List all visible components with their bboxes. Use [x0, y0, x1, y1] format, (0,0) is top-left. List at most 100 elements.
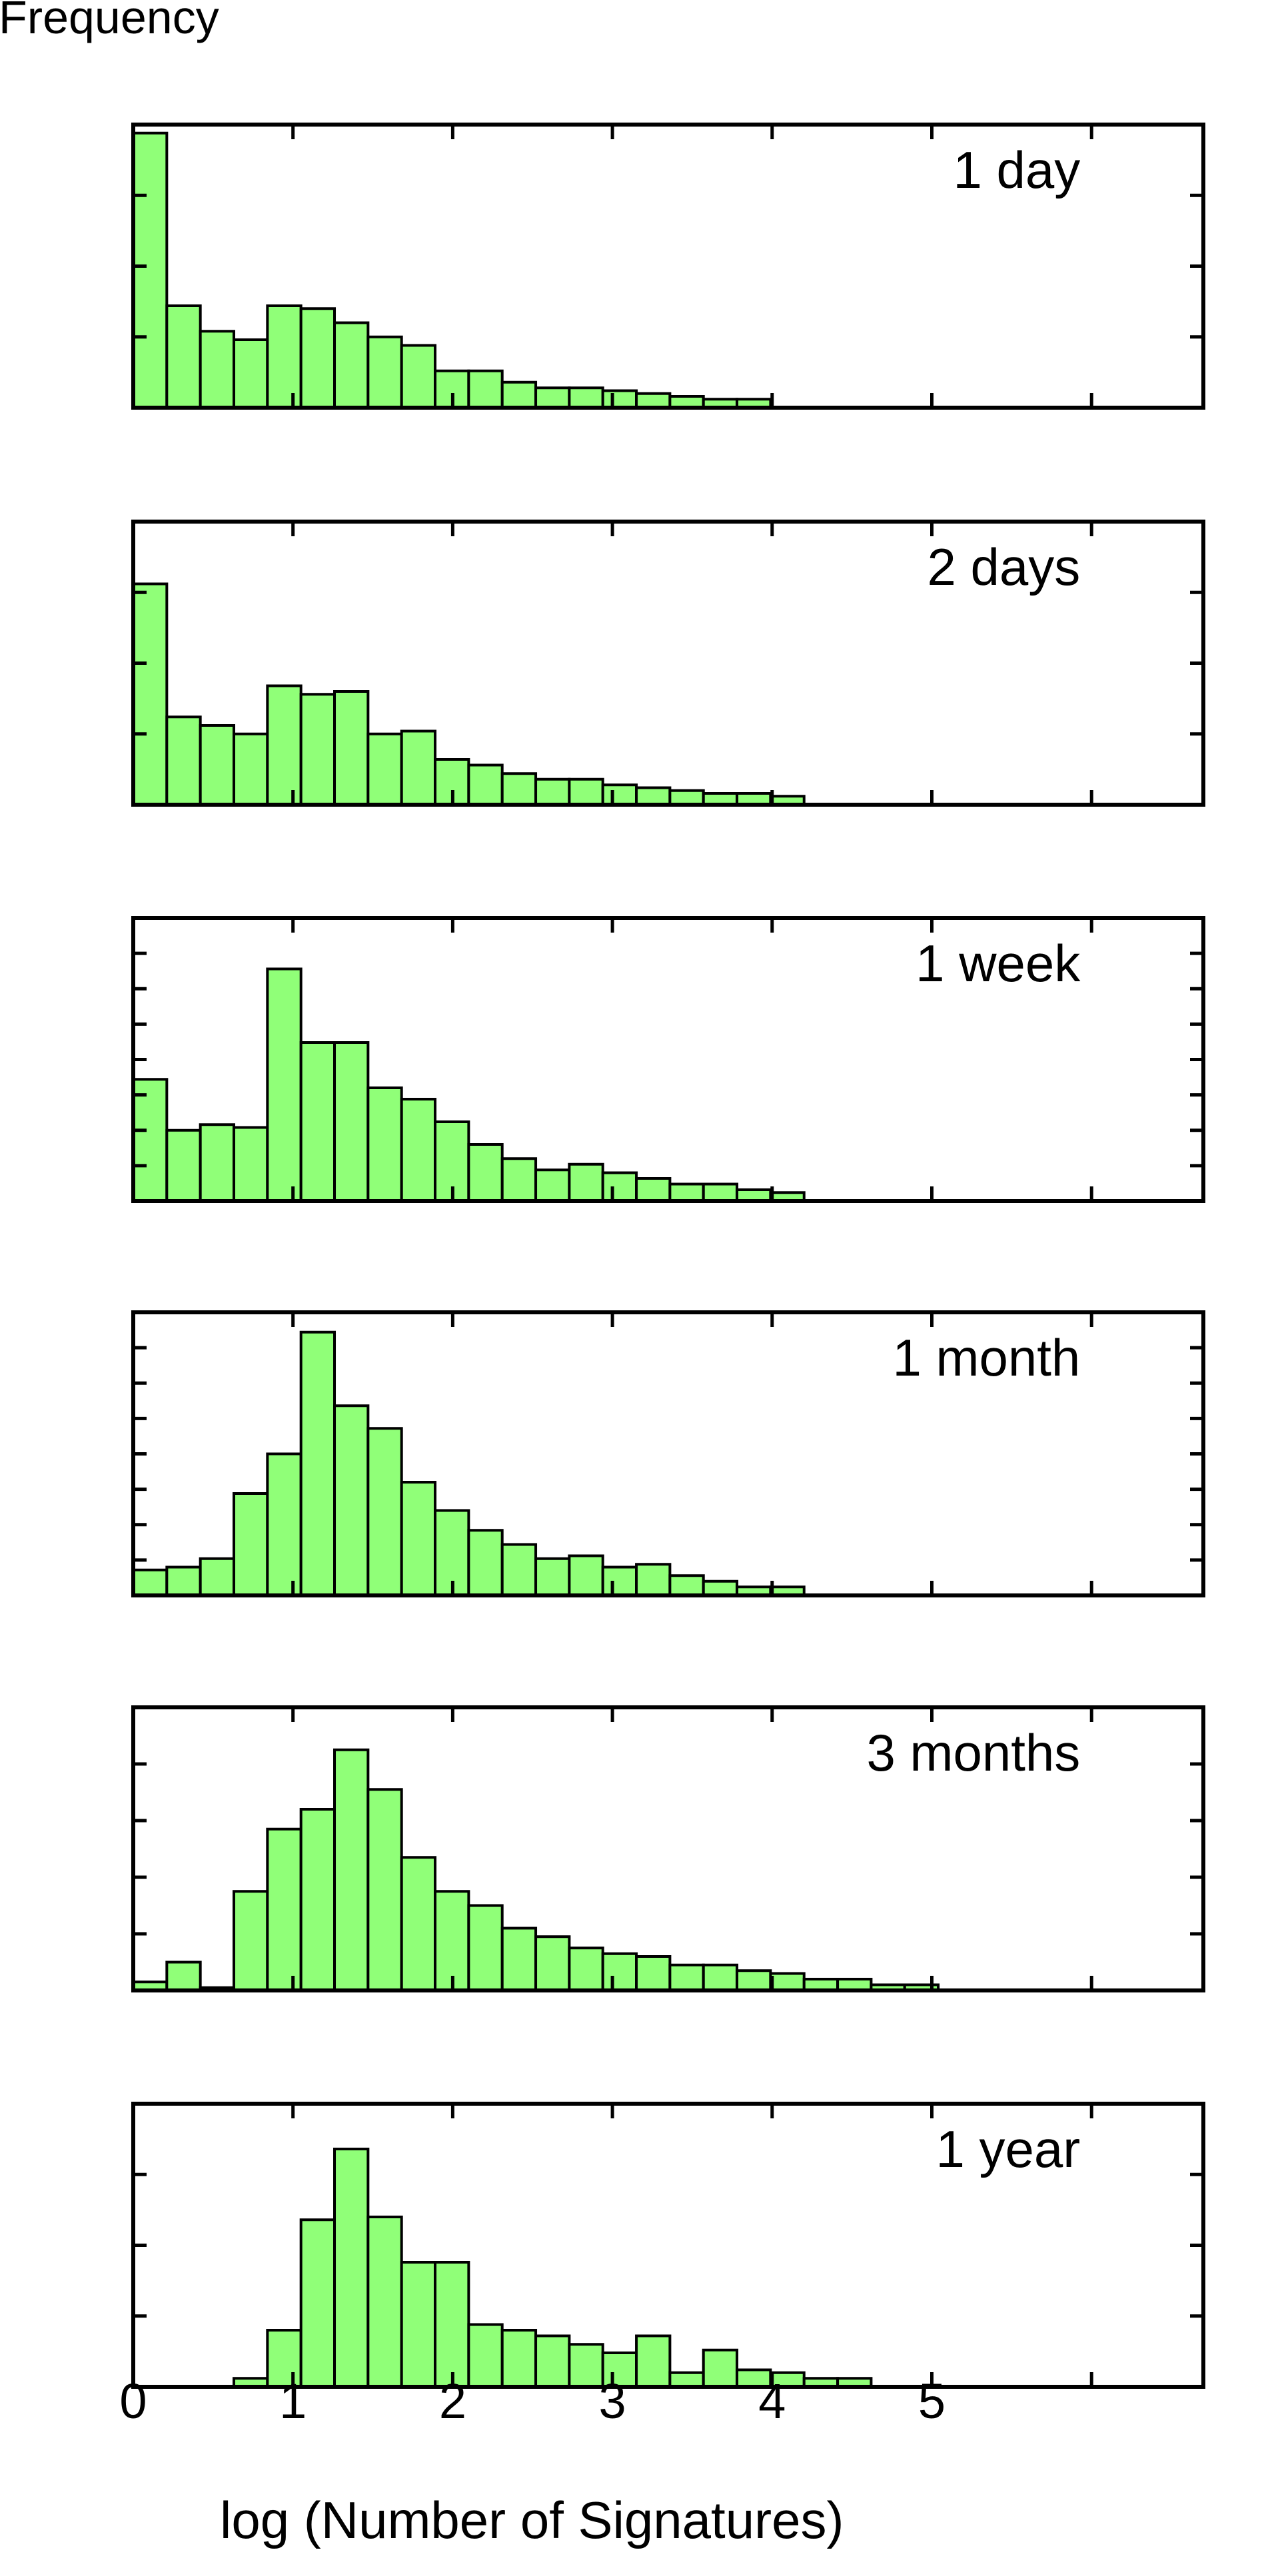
- histogram-bar: [601, 1565, 638, 1597]
- histogram-panel: 1 week: [131, 916, 1205, 1203]
- panel-label: 1 month: [892, 1328, 1080, 1387]
- histogram-bar: [702, 1963, 739, 1992]
- histogram-bar: [266, 304, 303, 409]
- histogram-bar: [601, 783, 638, 806]
- histogram-panel: 1 month: [131, 1310, 1205, 1597]
- histogram-bar: [500, 1543, 538, 1597]
- histogram-bar: [165, 715, 202, 806]
- histogram-bar: [434, 2261, 470, 2388]
- histogram-bar: [132, 1078, 169, 1202]
- y-axis-label: Frequency: [0, 0, 219, 43]
- histogram-bar: [366, 2216, 403, 2388]
- histogram-bar: [333, 1041, 370, 1202]
- histogram-bar: [467, 1529, 504, 1597]
- histogram-bar: [233, 1890, 269, 1992]
- histogram-bar: [400, 729, 437, 806]
- x-tick-label: 1: [279, 2373, 307, 2429]
- x-tick-label: 5: [918, 2373, 946, 2429]
- histogram-bar: [299, 2218, 336, 2388]
- histogram-bar: [333, 321, 370, 409]
- histogram-bar: [601, 1952, 638, 1992]
- histogram-bar: [299, 1041, 336, 1202]
- panel-frame: [131, 123, 1205, 410]
- histogram-bar: [568, 1946, 604, 1992]
- histogram-bar: [668, 1182, 705, 1202]
- histogram-bar: [500, 2329, 538, 2388]
- histogram-bar: [233, 732, 269, 806]
- x-tick-labels: 0 1 2 3 4 5: [119, 2373, 946, 2429]
- panel-frame: [131, 916, 1205, 1203]
- histogram-bar: [266, 1452, 303, 1597]
- histogram-bar: [668, 1963, 705, 1992]
- histogram-bar: [601, 389, 638, 409]
- histogram-bar: [165, 304, 202, 409]
- histogram-bar: [668, 1574, 705, 1597]
- histogram-bar: [165, 1960, 202, 1992]
- histogram-bar: [467, 1143, 504, 1202]
- panel-frame: [131, 520, 1205, 807]
- histogram-bar: [500, 772, 538, 806]
- histogram-bar: [534, 2334, 571, 2388]
- histogram-panel: 3 months: [131, 1705, 1205, 1992]
- x-axis-label: log (Number of Signatures): [220, 2491, 844, 2549]
- x-tick-label: 0: [119, 2373, 147, 2429]
- histogram-bar: [400, 2261, 437, 2388]
- histogram-bar: [299, 1330, 336, 1597]
- histogram-bar: [434, 1890, 470, 1992]
- histogram-bar: [199, 1557, 236, 1597]
- histogram-bar: [299, 693, 336, 806]
- histogram-bar: [668, 789, 705, 806]
- histogram-bar: [266, 967, 303, 1202]
- histogram-bar: [467, 2323, 504, 2388]
- histogram-bar: [400, 1481, 437, 1597]
- panel-frame: [131, 2102, 1205, 2389]
- histogram-bar: [199, 330, 236, 409]
- x-tick-label: 2: [439, 2373, 466, 2429]
- histogram-bar: [601, 1171, 638, 1202]
- histogram-bar: [534, 386, 571, 409]
- histogram-bar: [233, 1126, 269, 1202]
- panel-label: 1 week: [916, 934, 1081, 993]
- histogram-bar: [199, 724, 236, 806]
- histogram-bar: [635, 1177, 672, 1202]
- panel-frame: [131, 1310, 1205, 1597]
- histogram-bar: [333, 2148, 370, 2388]
- histogram-bar: [366, 732, 403, 806]
- x-tick-label: 3: [599, 2373, 626, 2429]
- histogram-bar: [635, 786, 672, 806]
- histogram-bar: [702, 1579, 739, 1597]
- histogram-bar: [165, 1128, 202, 1202]
- histogram-bar: [568, 2343, 604, 2388]
- histogram-bar: [500, 380, 538, 409]
- histogram-bar: [266, 684, 303, 806]
- histogram-bar: [736, 2368, 772, 2388]
- histogram-bar: [635, 1563, 672, 1597]
- histogram-bar: [132, 582, 169, 806]
- histogram-bar: [333, 690, 370, 806]
- histogram-bar: [668, 2371, 705, 2388]
- histogram-bar: [266, 1827, 303, 1992]
- histogram-bar: [736, 1969, 772, 1992]
- histogram-bar: [333, 1404, 370, 1597]
- histogram-bar: [467, 369, 504, 409]
- histogram-bar: [467, 1904, 504, 1992]
- histogram-bar: [400, 1098, 437, 1202]
- histogram-bar: [400, 1856, 437, 1992]
- histogram-bar: [635, 1955, 672, 1992]
- panel-label: 1 day: [953, 141, 1080, 199]
- histogram-panel: 1 day: [131, 123, 1205, 410]
- histogram-bar: [467, 763, 504, 806]
- histogram-bar: [568, 1554, 604, 1597]
- histogram-bar: [233, 1492, 269, 1597]
- histogram-bar: [299, 1808, 336, 1992]
- panel-frame: [131, 1705, 1205, 1992]
- histogram-bar: [534, 1935, 571, 1992]
- histogram-bar: [534, 1168, 571, 1202]
- histogram-bar: [366, 335, 403, 409]
- histogram-bar: [366, 1086, 403, 1202]
- histogram-bar: [500, 1157, 538, 1202]
- histogram-bar: [635, 2334, 672, 2388]
- histogram-bar: [366, 1427, 403, 1597]
- histogram-bar: [199, 1123, 236, 1202]
